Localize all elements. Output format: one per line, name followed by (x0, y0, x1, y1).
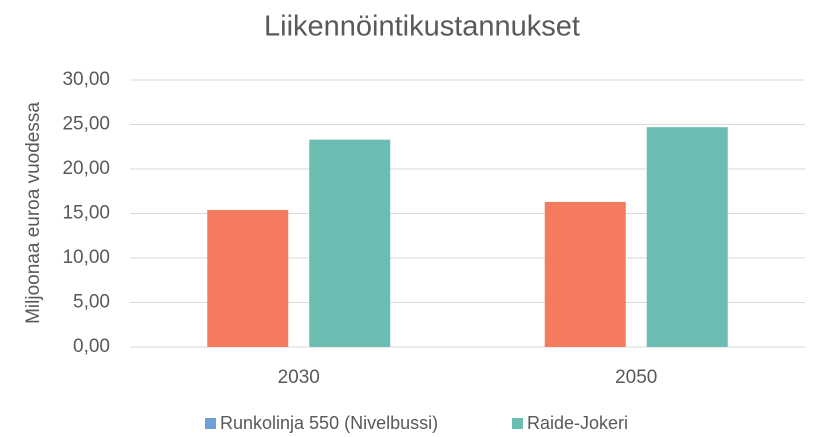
legend-swatch (512, 418, 523, 429)
bar (646, 127, 728, 347)
y-tick-label: 20,00 (62, 158, 110, 179)
legend-label: Runkolinja 550 (Nivelbussi) (220, 413, 438, 433)
y-tick-label: 5,00 (73, 292, 110, 313)
legend-label: Raide-Jokeri (527, 413, 628, 433)
legend-swatch (205, 418, 216, 429)
chart-title: Liikennöintikustannukset (264, 11, 580, 43)
x-tick-label: 2050 (615, 367, 657, 388)
y-tick-label: 25,00 (62, 114, 110, 135)
y-tick-label: 30,00 (62, 69, 110, 90)
bar (309, 139, 391, 347)
y-axis-label: Miljoonaa euroa vuodessa (23, 102, 44, 324)
x-tick-label: 2030 (278, 367, 320, 388)
y-tick-label: 0,00 (73, 336, 110, 357)
bar (544, 201, 626, 347)
bar (207, 209, 289, 347)
y-tick-label: 15,00 (62, 203, 110, 224)
y-tick-label: 10,00 (62, 247, 110, 268)
